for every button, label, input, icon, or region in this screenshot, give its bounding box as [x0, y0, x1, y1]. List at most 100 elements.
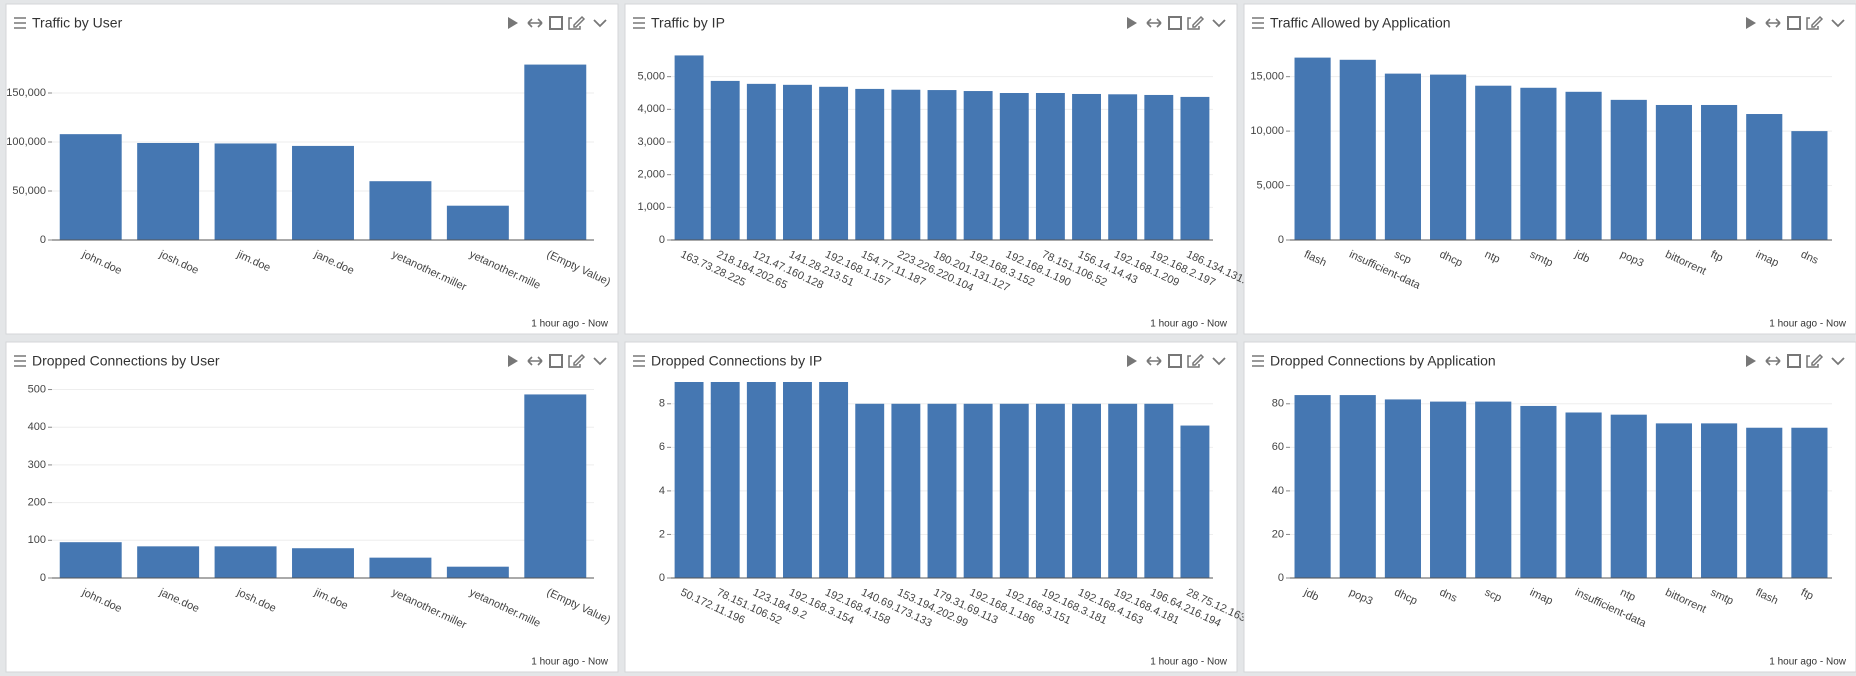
- bar: [1520, 405, 1557, 578]
- bar: [214, 546, 277, 578]
- y-tick-label: 150,000: [6, 87, 46, 99]
- bar: [292, 145, 354, 240]
- bar: [1384, 73, 1421, 241]
- chevron-icon[interactable]: [1212, 357, 1226, 366]
- play-icon[interactable]: [1746, 17, 1756, 29]
- bar: [1035, 93, 1065, 240]
- bar: [446, 205, 509, 240]
- chevron-icon[interactable]: [593, 19, 607, 28]
- bar: [819, 86, 849, 240]
- expand-icon[interactable]: [1787, 16, 1801, 30]
- bar: [1144, 94, 1174, 241]
- bar: [137, 546, 200, 578]
- x-tick-label: ntp: [1483, 248, 1502, 265]
- play-icon[interactable]: [1127, 17, 1137, 29]
- edit-icon[interactable]: [1806, 353, 1824, 368]
- y-tick-label: 500: [28, 383, 46, 395]
- bar: [1180, 96, 1210, 240]
- bar: [674, 382, 704, 578]
- resize-icon[interactable]: [1765, 18, 1781, 28]
- panel: Dropped Connections by IP 1 hour ago - No…: [624, 341, 1248, 673]
- play-icon[interactable]: [1127, 355, 1137, 367]
- chevron-icon[interactable]: [1212, 19, 1226, 28]
- panel-title: Dropped Connections by IP: [651, 353, 822, 369]
- resize-icon[interactable]: [527, 356, 543, 366]
- panel-bg: [5, 341, 619, 673]
- bar: [1565, 412, 1602, 578]
- bar: [1565, 91, 1602, 241]
- edit-icon[interactable]: [1187, 353, 1205, 368]
- resize-icon[interactable]: [1146, 18, 1162, 28]
- resize-icon[interactable]: [1146, 356, 1162, 366]
- bar: [524, 64, 587, 240]
- x-tick-label: ftp: [1709, 248, 1725, 264]
- play-icon[interactable]: [508, 355, 518, 367]
- bar: [1072, 403, 1101, 578]
- bar: [1384, 399, 1421, 578]
- y-tick-label: 0: [659, 572, 665, 584]
- expand-icon[interactable]: [1787, 354, 1801, 368]
- y-tick-label: 3,000: [637, 136, 665, 148]
- panel-title: Traffic by User: [32, 15, 123, 31]
- edit-icon[interactable]: [568, 353, 586, 368]
- y-tick-label: 15,000: [1250, 71, 1284, 83]
- y-tick-label: 0: [1278, 234, 1284, 246]
- bar: [1294, 395, 1331, 578]
- y-tick-label: 0: [40, 572, 46, 584]
- y-tick-label: 80: [1272, 398, 1284, 410]
- bar: [855, 403, 885, 578]
- y-tick-label: 5,000: [1256, 179, 1284, 191]
- x-tick-label: ntp: [1618, 586, 1637, 603]
- chevron-icon[interactable]: [1831, 357, 1845, 366]
- bar: [1746, 427, 1783, 578]
- edit-icon[interactable]: [1187, 15, 1205, 30]
- edit-icon[interactable]: [1806, 15, 1824, 30]
- bar: [1746, 114, 1783, 240]
- play-icon[interactable]: [508, 17, 518, 29]
- bar: [855, 88, 885, 241]
- y-tick-label: 60: [1272, 441, 1284, 453]
- y-tick-label: 0: [40, 234, 46, 246]
- bar: [927, 403, 957, 578]
- bar: [1294, 57, 1331, 240]
- expand-icon[interactable]: [1168, 16, 1182, 30]
- bar: [783, 382, 812, 578]
- bar: [1108, 403, 1138, 578]
- edit-icon[interactable]: [568, 15, 586, 30]
- expand-icon[interactable]: [549, 354, 563, 368]
- play-icon[interactable]: [1746, 355, 1756, 367]
- y-tick-label: 0: [659, 234, 665, 246]
- y-tick-label: 100: [28, 534, 46, 546]
- bar: [1655, 104, 1692, 240]
- bar: [999, 403, 1029, 578]
- expand-icon[interactable]: [549, 16, 563, 30]
- bar: [1475, 85, 1512, 241]
- bar: [746, 382, 776, 578]
- bar: [1180, 425, 1210, 578]
- bar: [524, 394, 587, 578]
- bar: [1108, 94, 1138, 240]
- y-tick-label: 200: [28, 497, 46, 509]
- bar: [1035, 403, 1065, 578]
- panel: Dropped Connections by User 1 hour ago - …: [5, 341, 619, 673]
- chevron-icon[interactable]: [593, 357, 607, 366]
- bar: [369, 557, 432, 578]
- panel-title: Traffic by IP: [651, 15, 725, 31]
- bar: [746, 83, 776, 240]
- bar: [1475, 401, 1512, 578]
- resize-icon[interactable]: [1765, 356, 1781, 366]
- y-tick-label: 5,000: [637, 71, 665, 83]
- panel: Traffic by IP 1 hour ago - Now 0 1,000 2,000…: [624, 3, 1264, 335]
- bar: [1791, 131, 1828, 240]
- y-tick-label: 1,000: [637, 201, 665, 213]
- bar: [674, 55, 704, 240]
- resize-icon[interactable]: [527, 18, 543, 28]
- bar: [927, 90, 957, 240]
- expand-icon[interactable]: [1168, 354, 1182, 368]
- y-tick-label: 300: [28, 459, 46, 471]
- bar: [59, 542, 122, 578]
- chevron-icon[interactable]: [1831, 19, 1845, 28]
- time-range: 1 hour ago - Now: [1769, 657, 1846, 668]
